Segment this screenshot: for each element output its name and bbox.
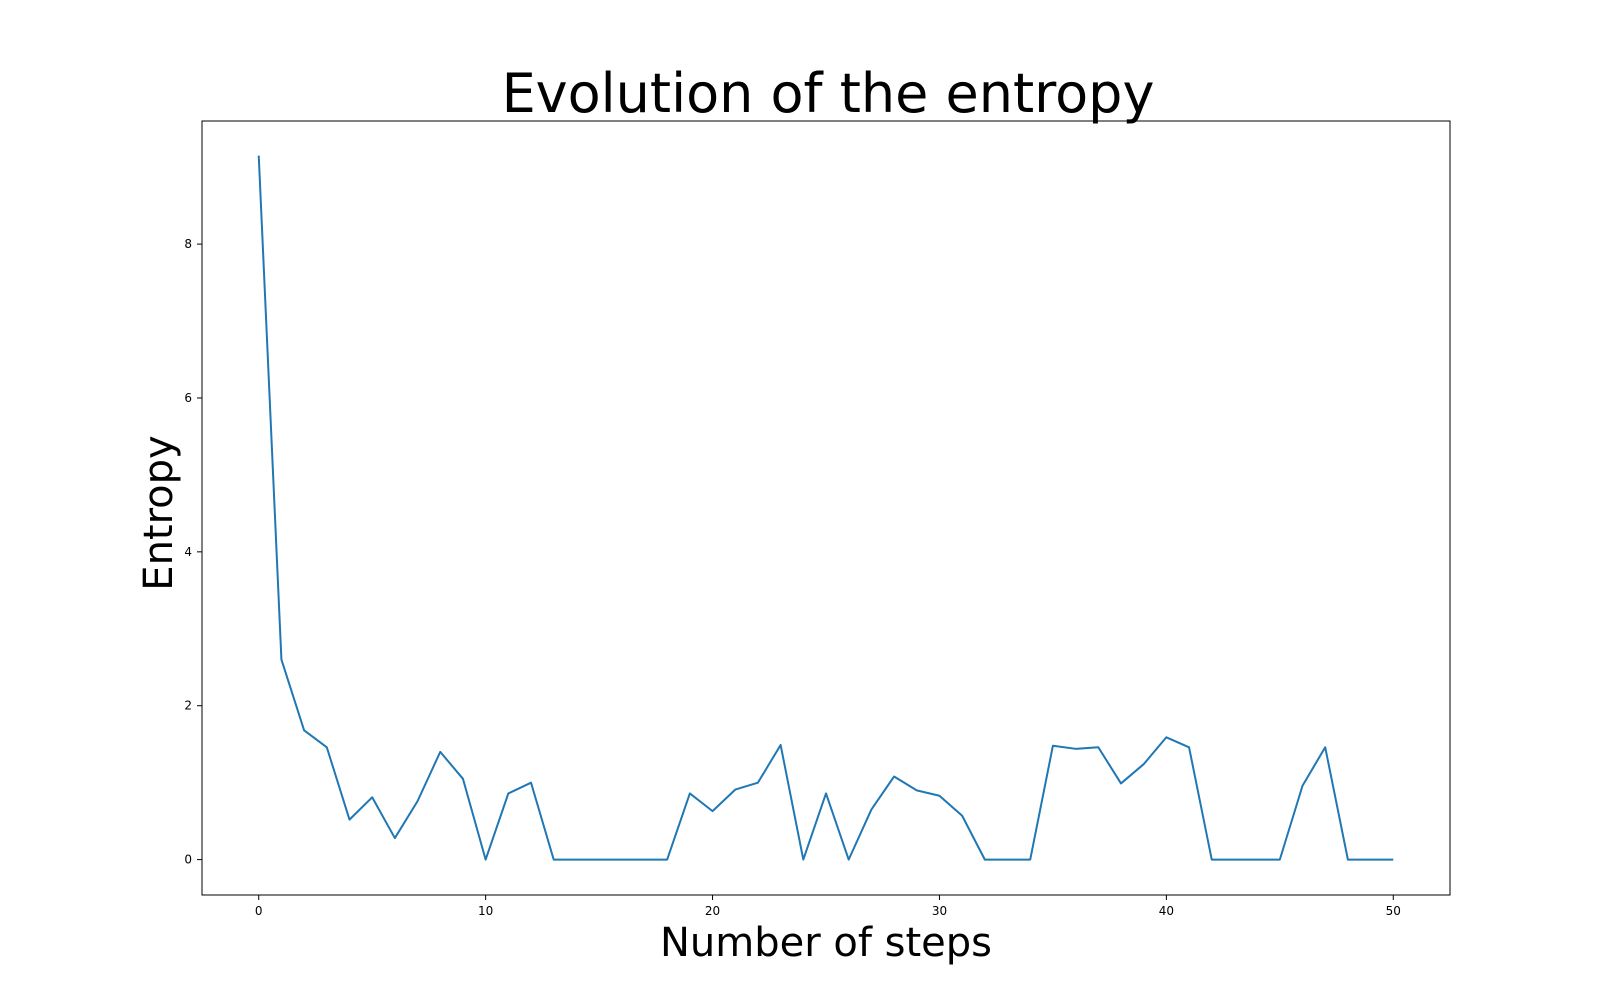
series-line-0 (257, 155, 1394, 861)
plot-area (257, 155, 1394, 861)
y-tick-label: 0 (184, 853, 192, 867)
y-axis-ticks: 0 2 4 6 8 (184, 237, 202, 867)
x-tick-label: 30 (932, 904, 947, 918)
x-axis-label: Number of steps (660, 920, 992, 966)
x-tick-label: 20 (705, 904, 720, 918)
y-tick-label: 2 (184, 699, 192, 713)
y-axis-label: Entropy (136, 435, 182, 590)
x-tick-label: 40 (1159, 904, 1174, 918)
y-tick-label: 6 (184, 391, 192, 405)
y-tick-label: 4 (184, 545, 192, 559)
chart-title: Evolution of the entropy (502, 62, 1155, 125)
x-tick-label: 10 (478, 904, 493, 918)
x-axis-ticks: 0 10 20 30 40 50 (255, 895, 1401, 918)
x-tick-label: 50 (1386, 904, 1401, 918)
y-tick-label: 8 (184, 237, 192, 251)
x-tick-label: 0 (255, 904, 263, 918)
plot-frame (201, 120, 1451, 896)
